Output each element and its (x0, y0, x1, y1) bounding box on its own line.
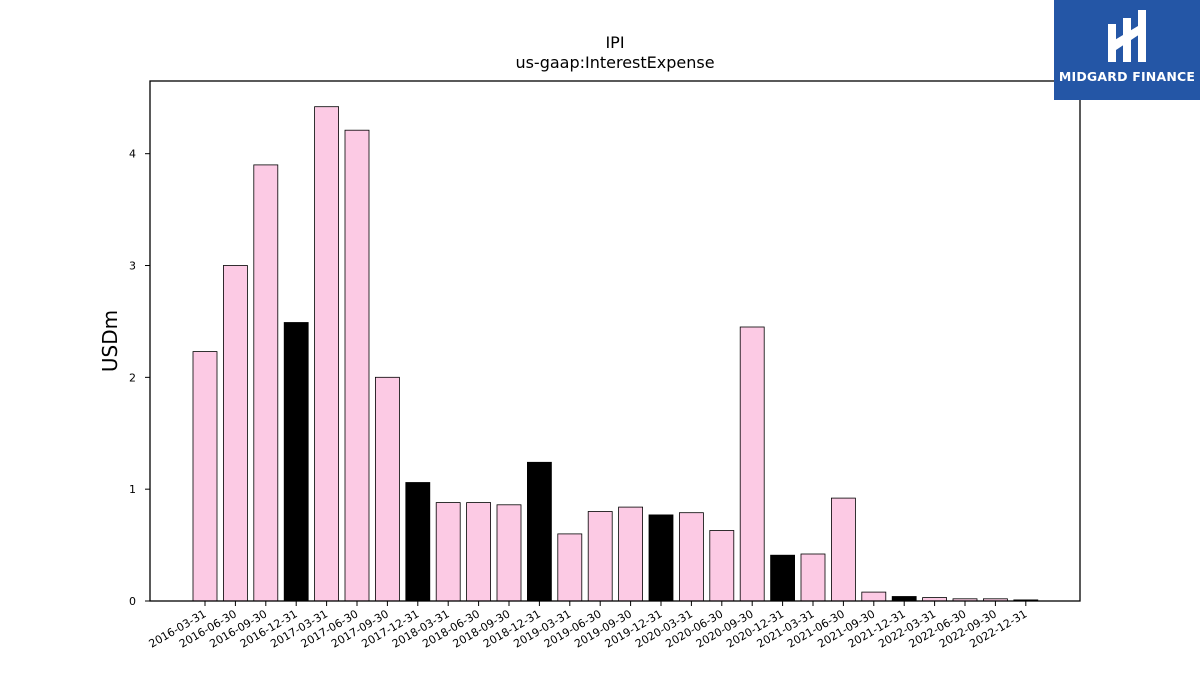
chart-title: IPI (605, 33, 625, 52)
y-tick-label: 3 (129, 260, 136, 273)
bar-2020-09-30 (739, 326, 765, 602)
bar-2019-03-31 (557, 533, 583, 602)
bar-2021-12-31 (891, 596, 917, 602)
logo-text: MIDGARD FINANCE (1058, 69, 1196, 84)
bar-2016-06-30 (222, 265, 248, 602)
bar-2020-12-31 (770, 554, 795, 602)
bar-2016-12-31 (283, 322, 309, 602)
y-axis: 0 1 2 3 4 (129, 148, 150, 608)
bar-2020-03-31 (679, 512, 704, 602)
brand-logo: MIDGARD FINANCE (1054, 0, 1200, 100)
y-tick-label: 1 (129, 483, 136, 496)
bar-2020-06-30 (709, 530, 735, 602)
plot-frame (149, 80, 1081, 602)
y-axis-label: USDm (98, 310, 122, 372)
bar-2018-12-31 (527, 461, 552, 602)
bar-2021-03-31 (800, 553, 826, 602)
y-tick-label: 4 (129, 148, 136, 161)
bar-2017-09-30 (374, 376, 400, 602)
bar-2019-12-31 (648, 514, 674, 602)
y-tick-label: 0 (129, 595, 136, 608)
y-tick-label: 2 (129, 371, 136, 384)
bar-2016-03-31 (192, 351, 218, 602)
bar-2019-06-30 (587, 511, 613, 602)
chart-subtitle: us-gaap:InterestExpense (515, 53, 715, 72)
bar-2021-09-30 (861, 591, 887, 602)
bar-2018-06-30 (466, 502, 492, 602)
bar-2018-03-31 (435, 502, 461, 602)
logo-mark-icon (1108, 10, 1146, 62)
bar-2017-06-30 (344, 129, 370, 602)
bars-group (192, 106, 1039, 602)
x-axis: 2016-03-312016-06-302016-09-302016-12-31… (147, 601, 1029, 651)
bar-2016-09-30 (253, 164, 279, 602)
bar-2021-06-30 (831, 497, 856, 602)
bar-2017-12-31 (405, 482, 431, 602)
bar-2019-09-30 (618, 506, 643, 602)
bar-2018-09-30 (496, 504, 522, 602)
bar-2017-03-31 (314, 106, 340, 602)
